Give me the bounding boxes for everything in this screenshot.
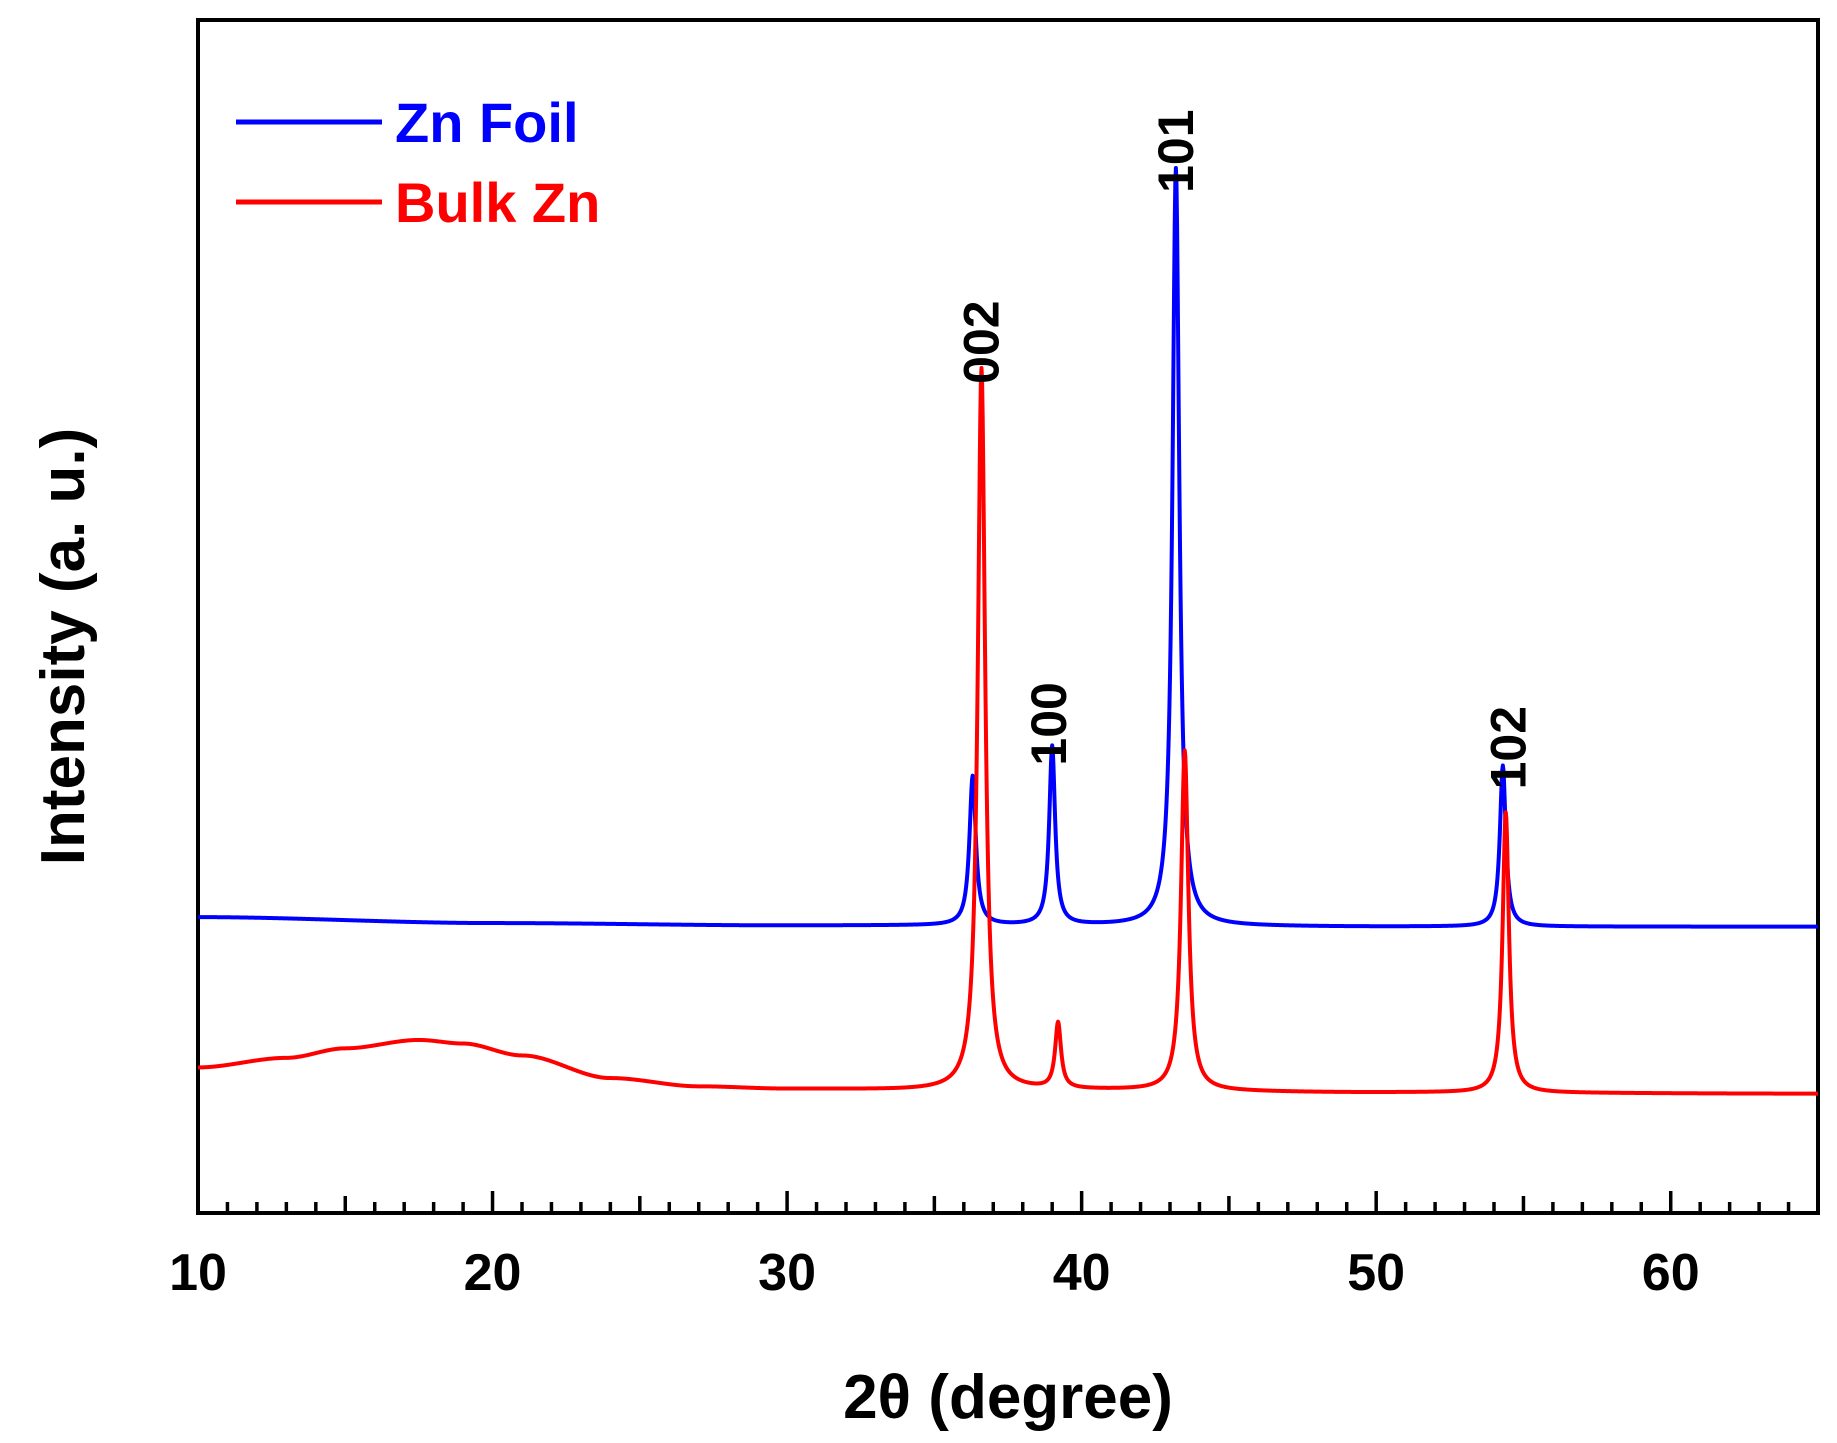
plot-frame: [196, 18, 1820, 1215]
peak-label: 102: [1481, 706, 1537, 789]
peak-annotations: 002 100 101 102: [954, 109, 1537, 789]
legend: Zn Foil Bulk Zn: [236, 91, 600, 234]
peak-label: 101: [1148, 109, 1204, 192]
x-axis-title: 2θ (degree): [843, 1363, 1173, 1432]
series-layer: [196, 166, 1820, 1096]
x-axis-ticks: 10 20 30 40 50 60: [169, 1191, 1820, 1302]
series-line-0: [196, 166, 1820, 929]
peak-label: 100: [1021, 682, 1077, 765]
series-line-1: [196, 366, 1820, 1096]
plot-area: [196, 18, 1820, 1215]
x-tick-label: 50: [1347, 1244, 1405, 1302]
x-tick-label: 40: [1053, 1244, 1111, 1302]
peak-label: 002: [954, 300, 1010, 383]
legend-label: Zn Foil: [395, 91, 579, 154]
x-tick-label: 30: [758, 1244, 816, 1302]
x-tick-label: 60: [1642, 1244, 1700, 1302]
legend-label: Bulk Zn: [395, 171, 600, 234]
y-axis-title: Intensity (a. u.): [29, 428, 98, 865]
x-tick-label: 20: [464, 1244, 522, 1302]
x-tick-label: 10: [169, 1244, 227, 1302]
